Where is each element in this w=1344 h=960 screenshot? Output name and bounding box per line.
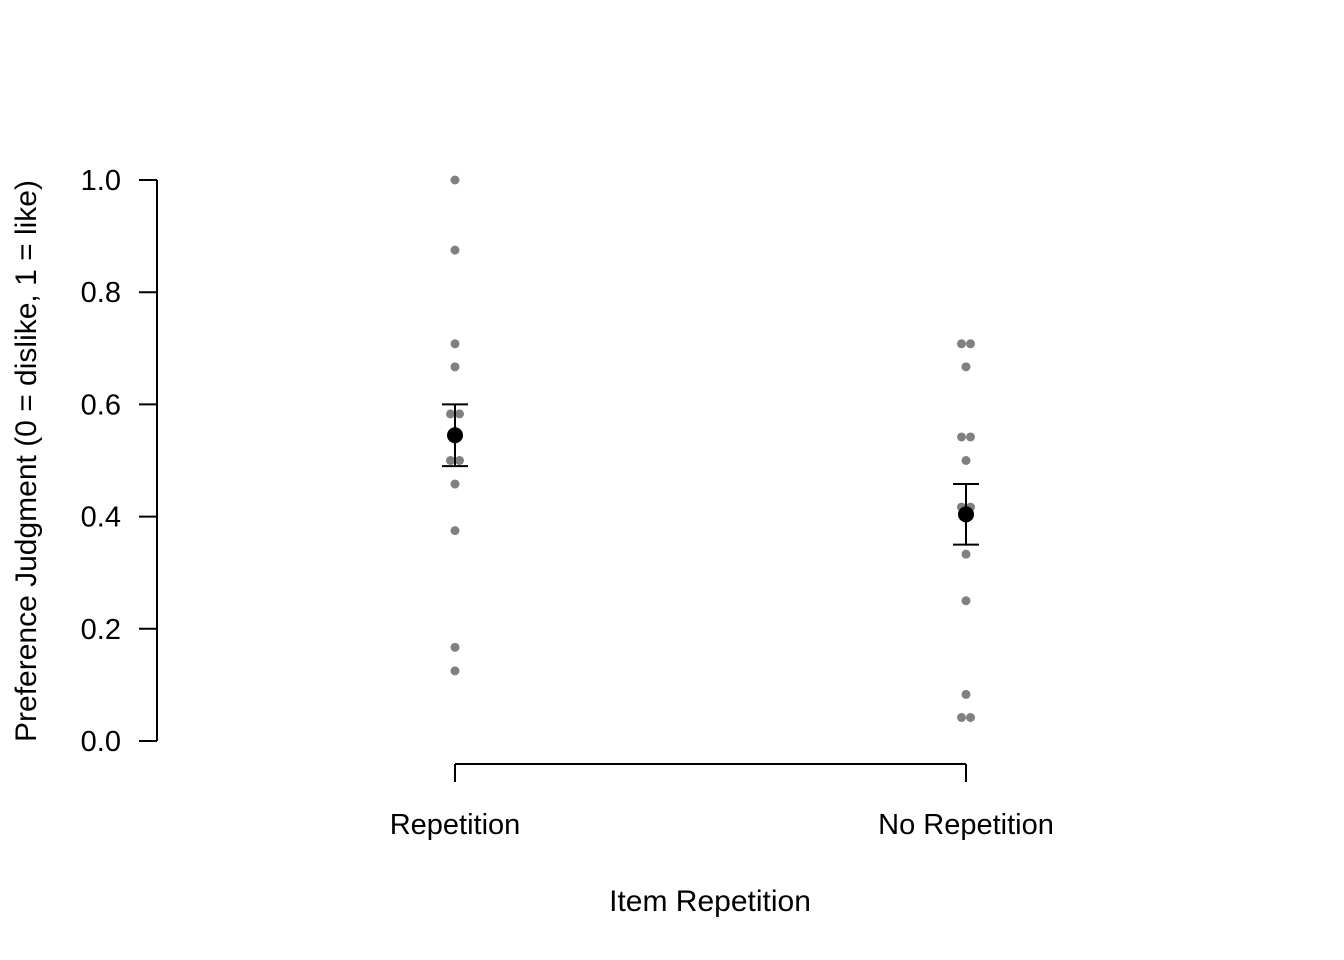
x-tick-label: No Repetition	[878, 809, 1054, 841]
mean-point	[958, 506, 974, 523]
x-axis-title: Item Repetition	[609, 885, 811, 918]
y-axis: 0.0 0.2 0.4 0.6 0.8 1.0	[81, 165, 158, 758]
data-point	[446, 409, 455, 419]
data-point	[957, 339, 966, 349]
raw-data-points	[446, 175, 975, 722]
data-point	[961, 596, 971, 606]
data-point	[966, 339, 975, 349]
y-tick-label: 0.2	[81, 614, 121, 646]
y-tick-label: 0.6	[81, 389, 121, 421]
data-point	[966, 432, 975, 442]
data-point	[450, 362, 460, 372]
data-point	[961, 362, 971, 372]
data-point	[450, 175, 460, 185]
data-point	[450, 339, 460, 349]
mean-point	[447, 427, 463, 444]
data-point	[450, 479, 460, 489]
y-axis-title: Preference Judgment (0 = dislike, 1 = li…	[10, 180, 43, 742]
data-point	[450, 642, 460, 652]
data-point	[961, 689, 971, 699]
data-point	[446, 456, 455, 465]
group-means	[442, 403, 979, 546]
x-axis: Repetition No Repetition	[390, 763, 1054, 841]
y-tick-label: 1.0	[81, 165, 121, 197]
data-point	[961, 549, 971, 559]
data-point	[455, 456, 464, 465]
y-tick-label: 0.4	[81, 502, 121, 534]
data-point	[455, 409, 464, 419]
y-tick-label: 0.0	[81, 726, 121, 758]
data-point	[450, 245, 460, 255]
data-point	[450, 526, 460, 536]
data-point	[957, 712, 966, 722]
data-point	[966, 712, 975, 722]
x-tick-label: Repetition	[390, 809, 521, 841]
data-point	[450, 666, 460, 676]
data-point	[961, 456, 971, 465]
y-tick-label: 0.8	[81, 277, 121, 309]
data-point	[957, 432, 966, 442]
